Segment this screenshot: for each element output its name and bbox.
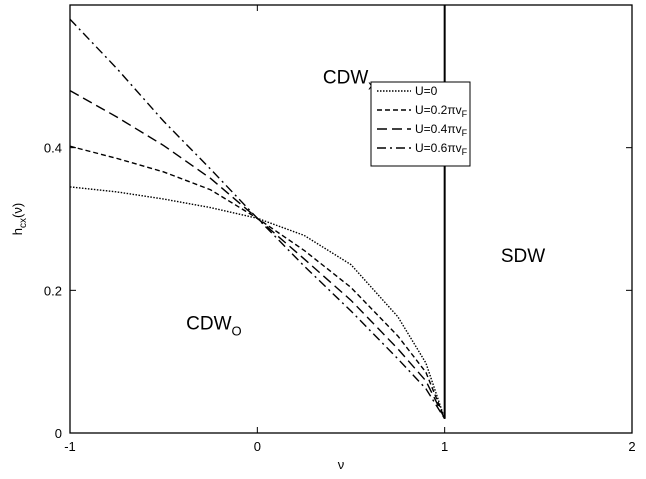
region-label: SDW [501, 246, 545, 267]
legend-label: U=0.4πvF [415, 122, 468, 138]
region-label: CDWx [323, 67, 375, 92]
legend-label: U=0.2πvF [415, 103, 468, 119]
legend-label: U=0 [415, 84, 438, 98]
legend-label: U=0.6πvF [415, 141, 468, 157]
y-axis-title: hcx(ν) [10, 203, 29, 235]
x-tick-label: 0 [254, 439, 261, 454]
plot-area-frame [69, 4, 633, 434]
series-line-2 [69, 145, 446, 419]
y-tick-label: 0 [55, 426, 62, 441]
x-axis-title: ν [338, 457, 345, 472]
x-tick-label: 2 [628, 439, 635, 454]
series-line-4 [69, 18, 446, 420]
series-line-1 [69, 186, 446, 419]
x-tick-label: -1 [64, 439, 76, 454]
region-label: CDWO [186, 314, 242, 339]
y-axis-title-group: hcx(ν) [10, 203, 29, 235]
y-tick-label: 0.4 [44, 141, 62, 156]
series-line-3 [69, 89, 446, 420]
legend-box [370, 81, 471, 167]
x-tick-label: 1 [441, 439, 448, 454]
y-tick-label: 0.2 [44, 283, 62, 298]
